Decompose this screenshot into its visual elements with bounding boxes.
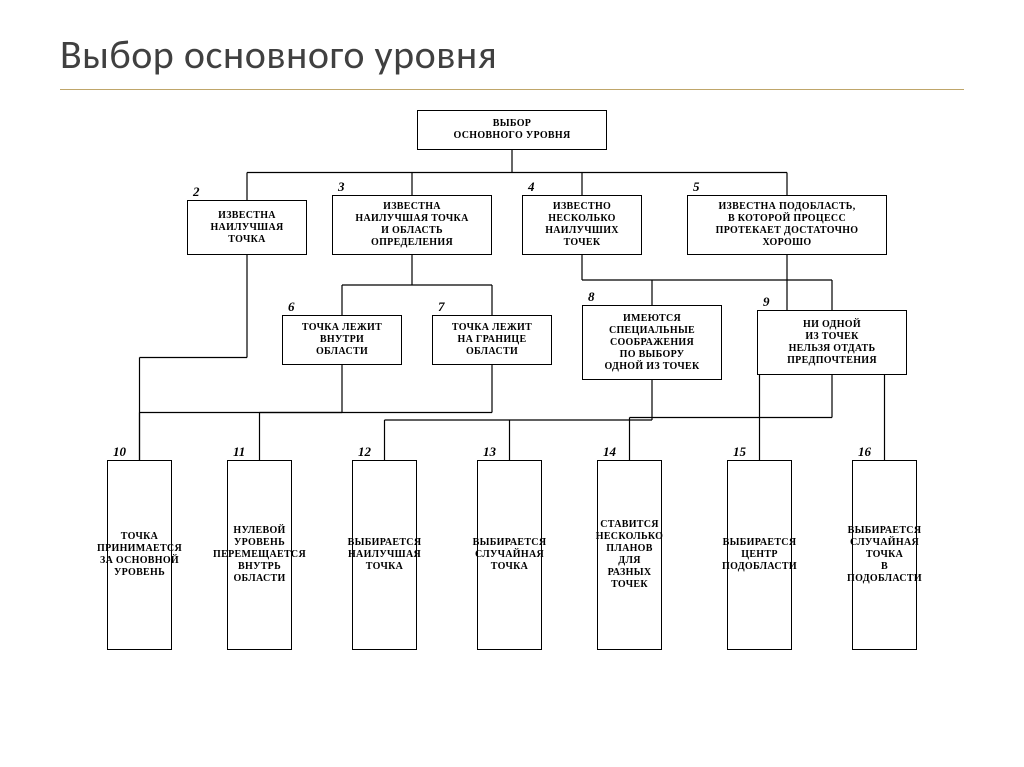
title-rule [60,89,964,90]
flowchart-node-label: ВЫБИРАЕТСЯЦЕНТРПОДОБЛАСТИ [722,537,797,573]
flowchart-node-number: 13 [483,444,496,460]
flowchart-node-number: 11 [233,444,245,460]
flowchart-node-label: СТАВИТСЯНЕСКОЛЬКОПЛАНОВ ДЛЯРАЗНЫХ ТОЧЕК [596,519,664,591]
page-title: Выбор основного уровня [60,30,964,79]
flowchart-node-number: 14 [603,444,616,460]
flowchart-node: ИЗВЕСТНАНАИЛУЧШАЯ ТОЧКАИ ОБЛАСТЬОПРЕДЕЛЕ… [332,195,492,255]
flowchart-node: ВЫБИРАЕТСЯСЛУЧАЙНАЯТОЧКАВ ПОДОБЛАСТИ [852,460,917,650]
flowchart-node-number: 12 [358,444,371,460]
flowchart-node: ВЫБИРАЕТСЯЦЕНТРПОДОБЛАСТИ [727,460,792,650]
flowchart-node: НИ ОДНОЙИЗ ТОЧЕКНЕЛЬЗЯ ОТДАТЬПРЕДПОЧТЕНИ… [757,310,907,375]
flowchart-node-number: 2 [193,184,200,200]
flowchart-node: ИМЕЮТСЯСПЕЦИАЛЬНЫЕСООБРАЖЕНИЯПО ВЫБОРУОД… [582,305,722,380]
flowchart-node-number: 6 [288,299,295,315]
flowchart-node-number: 8 [588,289,595,305]
flowchart-node: ВЫБОРОСНОВНОГО УРОВНЯ [417,110,607,150]
flowchart-node-label: ТОЧКАПРИНИМАЕТСЯЗА ОСНОВНОЙУРОВЕНЬ [97,531,182,579]
flowchart-node: ИЗВЕСТНОНЕСКОЛЬКОНАИЛУЧШИХТОЧЕК [522,195,642,255]
flowchart-node-number: 4 [528,179,535,195]
flowchart-node: ИЗВЕСТНАНАИЛУЧШАЯТОЧКА [187,200,307,255]
flowchart-node-label: НУЛЕВОЙУРОВЕНЬПЕРЕМЕЩАЕТСЯВНУТРЬ ОБЛАСТИ [213,525,306,585]
flowchart-diagram: ВЫБОРОСНОВНОГО УРОВНЯ ИЗВЕСТНАНАИЛУЧШАЯТО… [62,110,962,690]
flowchart-node-label: ВЫБИРАЕТСЯСЛУЧАЙНАЯТОЧКАВ ПОДОБЛАСТИ [847,525,922,585]
flowchart-node: СТАВИТСЯНЕСКОЛЬКОПЛАНОВ ДЛЯРАЗНЫХ ТОЧЕК [597,460,662,650]
flowchart-node-number: 16 [858,444,871,460]
flowchart-node-number: 3 [338,179,345,195]
flowchart-node-number: 5 [693,179,700,195]
flowchart-node-label: ВЫБИРАЕТСЯНАИЛУЧШАЯТОЧКА [348,537,422,573]
flowchart-node-number: 7 [438,299,445,315]
slide: Выбор основного уровня ВЫБОРОСНОВНОГО УР… [0,0,1024,767]
flowchart-node-number: 15 [733,444,746,460]
flowchart-node-label: ВЫБИРАЕТСЯСЛУЧАЙНАЯТОЧКА [473,537,547,573]
flowchart-node: НУЛЕВОЙУРОВЕНЬПЕРЕМЕЩАЕТСЯВНУТРЬ ОБЛАСТИ [227,460,292,650]
flowchart-node: ВЫБИРАЕТСЯНАИЛУЧШАЯТОЧКА [352,460,417,650]
flowchart-node: ТОЧКАПРИНИМАЕТСЯЗА ОСНОВНОЙУРОВЕНЬ [107,460,172,650]
flowchart-node-number: 10 [113,444,126,460]
flowchart-node: ТОЧКА ЛЕЖИТВНУТРИОБЛАСТИ [282,315,402,365]
flowchart-node: ТОЧКА ЛЕЖИТНА ГРАНИЦЕОБЛАСТИ [432,315,552,365]
flowchart-node: ИЗВЕСТНА ПОДОБЛАСТЬ,В КОТОРОЙ ПРОЦЕССПРО… [687,195,887,255]
flowchart-node-number: 9 [763,294,770,310]
flowchart-node: ВЫБИРАЕТСЯСЛУЧАЙНАЯТОЧКА [477,460,542,650]
